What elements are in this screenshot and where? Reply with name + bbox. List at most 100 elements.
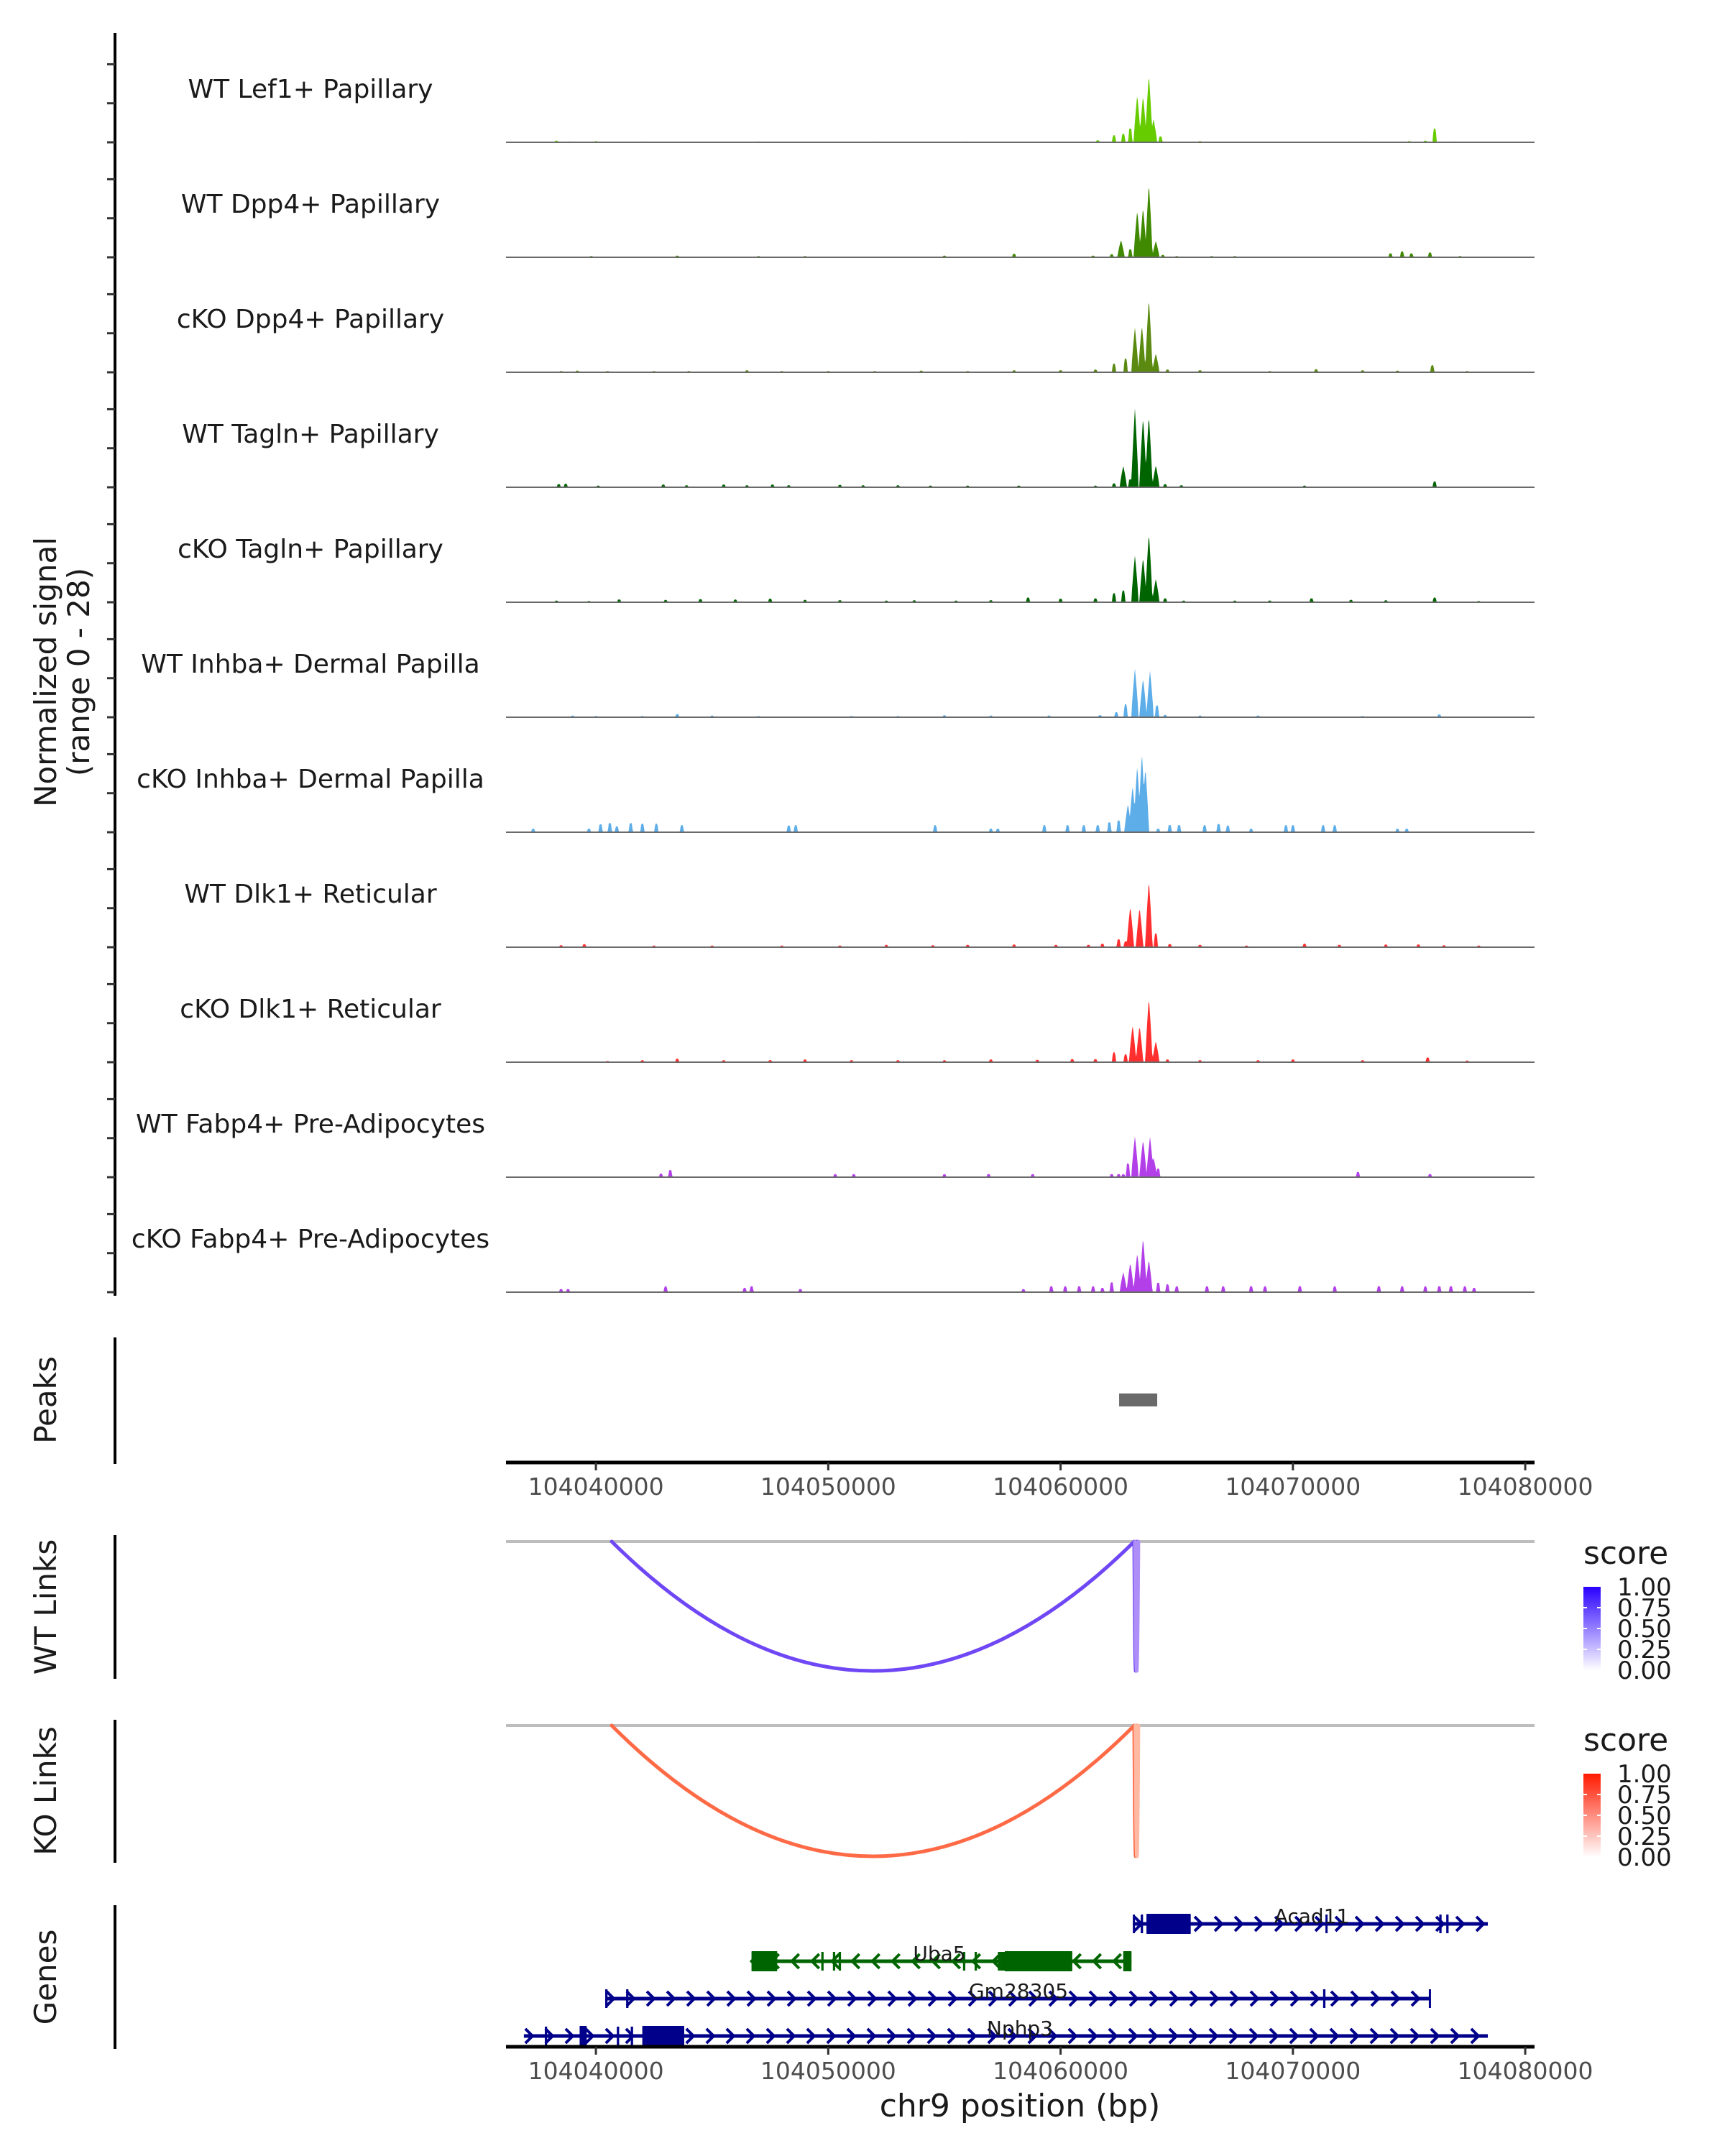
gene-label: Uba5	[913, 1942, 965, 1966]
links-tracks	[506, 1539, 1535, 1858]
strand-chevron-icon	[1168, 2027, 1179, 2045]
gene-cds	[751, 1951, 778, 1971]
strand-chevron-icon	[666, 1990, 676, 2007]
strand-chevron-icon	[850, 1953, 861, 1970]
gene-model: Gm28305	[605, 1979, 1431, 2008]
gene-exon	[821, 1952, 824, 1971]
strand-chevron-icon	[1228, 2027, 1239, 2045]
legend-tick-label: 1.00	[1617, 1573, 1672, 1602]
strand-chevron-icon	[1128, 1990, 1139, 2007]
gene-exon	[1446, 1915, 1449, 1933]
strand-chevron-icon	[1048, 1990, 1059, 2007]
strand-chevron-icon	[1047, 2027, 1058, 2045]
strand-chevron-icon	[967, 1990, 978, 2007]
strand-chevron-icon	[746, 1990, 757, 2007]
legend-tick-label: 0.25	[1617, 1823, 1672, 1851]
strand-chevron-icon	[1233, 1915, 1244, 1932]
links-track	[506, 1723, 1535, 1858]
legend-tick-label: 0.50	[1617, 1615, 1672, 1644]
strand-chevron-icon	[1007, 2027, 1018, 2045]
genes-panel-label: Genes	[28, 1930, 63, 2025]
gene-model: Nphp3	[523, 2017, 1489, 2046]
track-label: WT Dlk1+ Reticular	[184, 880, 436, 909]
peaks-panel-label: Peaks	[28, 1356, 63, 1444]
track-label: cKO Dpp4+ Papillary	[177, 305, 444, 334]
gene-cds	[579, 2026, 587, 2046]
legend-title: score	[1583, 1535, 1668, 1572]
legend-tick-label: 0.00	[1617, 1843, 1672, 1872]
strand-chevron-icon	[1389, 2027, 1400, 2045]
strand-chevron-icon	[1269, 1990, 1280, 2007]
strand-chevron-icon	[829, 1953, 841, 1970]
strand-chevron-icon	[886, 2027, 897, 2045]
strand-chevron-icon	[1269, 2027, 1279, 2045]
peaks-track	[1119, 1393, 1158, 1406]
track-label: WT Fabp4+ Pre-Adipocytes	[136, 1110, 485, 1139]
coverage-area	[506, 1001, 1534, 1062]
gene-label: Gm28305	[969, 1979, 1068, 2003]
strand-chevron-icon	[705, 2027, 716, 2045]
coverage-area	[506, 884, 1534, 947]
coverage-area	[506, 668, 1534, 717]
coverage-ylabel-line2: (range 0 - 28)	[61, 568, 96, 776]
strand-chevron-icon	[870, 1953, 881, 1970]
coverage-track: WT Dpp4+ Papillary	[107, 178, 1535, 259]
strand-chevron-icon	[1310, 1990, 1320, 2007]
strand-chevron-icon	[1028, 1990, 1039, 2007]
strand-chevron-icon	[1274, 1915, 1284, 1932]
legend-tick-label: 0.75	[1617, 1594, 1672, 1623]
coverage-area	[506, 756, 1534, 832]
strand-chevron-icon	[786, 1990, 797, 2007]
strand-chevron-icon	[927, 1990, 938, 2007]
strand-chevron-icon	[564, 2027, 575, 2045]
links-track	[506, 1539, 1535, 1673]
strand-chevron-icon	[584, 2027, 595, 2045]
strand-chevron-icon	[1294, 1915, 1305, 1932]
strand-chevron-icon	[686, 1990, 696, 2007]
strand-chevron-icon	[1088, 1990, 1099, 2007]
strand-chevron-icon	[1008, 1990, 1018, 2007]
strand-chevron-icon	[625, 2027, 635, 2045]
strand-chevron-icon	[926, 2027, 937, 2045]
strand-chevron-icon	[765, 2027, 776, 2045]
x-tick-label: 104060000	[993, 2057, 1128, 2085]
legend-title: score	[1583, 1722, 1668, 1759]
strand-chevron-icon	[1108, 1990, 1119, 2007]
strand-chevron-icon	[1329, 2027, 1340, 2045]
x-axis-bottom: 104040000 104050000 104060000 104070000 1040…	[506, 2045, 1593, 2085]
strand-chevron-icon	[1249, 1990, 1260, 2007]
strand-chevron-icon	[806, 1990, 817, 2007]
legend-tick-label: 1.00	[1617, 1760, 1672, 1789]
strand-chevron-icon	[910, 1953, 921, 1970]
strand-chevron-icon	[605, 1990, 616, 2007]
strand-chevron-icon	[1369, 2027, 1380, 2045]
strand-chevron-icon	[625, 1990, 636, 2007]
strand-chevron-icon	[1169, 1990, 1179, 2007]
x-tick-label: 104070000	[1225, 2057, 1361, 2085]
strand-chevron-icon	[789, 1953, 801, 1970]
strand-chevron-icon	[950, 1953, 962, 1970]
link-arc	[1133, 1723, 1141, 1858]
strand-chevron-icon	[1209, 1990, 1220, 2007]
strand-chevron-icon	[725, 2027, 736, 2045]
track-label: WT Tagln+ Papillary	[182, 420, 439, 449]
x-tick-label: 104050000	[760, 2057, 896, 2085]
x-axis-middle: 104040000 104050000 104060000 104070000 1040…	[506, 1460, 1593, 1501]
strand-chevron-icon	[1374, 1915, 1385, 1932]
strand-chevron-icon	[806, 2027, 816, 2045]
strand-chevron-icon	[1450, 2027, 1460, 2045]
strand-chevron-icon	[1087, 2027, 1098, 2045]
coverage-ylabel-line1: Normalized signal	[28, 537, 63, 807]
gene-exon	[838, 1952, 842, 1971]
strand-chevron-icon	[1229, 1990, 1240, 2007]
strand-chevron-icon	[1354, 1915, 1365, 1932]
coverage-area	[506, 408, 1534, 487]
legend-tick-label: 0.75	[1617, 1781, 1672, 1810]
wt-links-panel-label: WT Links	[28, 1539, 63, 1674]
legend-tick-label: 0.50	[1617, 1802, 1672, 1830]
gene-cds	[1005, 1951, 1072, 1971]
strand-chevron-icon	[906, 2027, 917, 2045]
